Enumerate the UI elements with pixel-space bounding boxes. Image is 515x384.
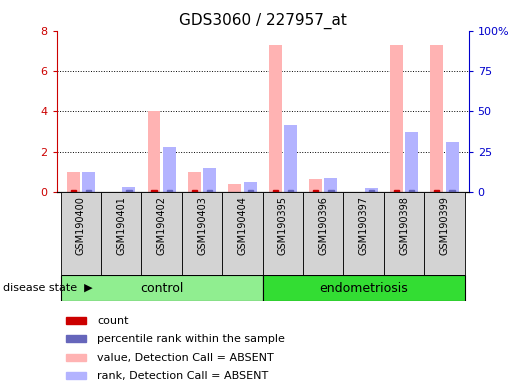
- Bar: [313, 190, 318, 192]
- Bar: [147, 111, 161, 192]
- Bar: [248, 190, 253, 192]
- Bar: [82, 172, 95, 192]
- Bar: [142, 192, 182, 275]
- Bar: [66, 335, 86, 342]
- Text: count: count: [97, 316, 129, 326]
- Bar: [101, 192, 142, 275]
- Text: disease state  ▶: disease state ▶: [3, 283, 92, 293]
- Bar: [222, 192, 263, 275]
- Text: GSM190402: GSM190402: [157, 196, 167, 255]
- Bar: [430, 45, 443, 192]
- Bar: [126, 190, 131, 192]
- Bar: [207, 190, 212, 192]
- Bar: [66, 317, 86, 324]
- Text: control: control: [140, 281, 183, 295]
- Text: GSM190404: GSM190404: [237, 196, 247, 255]
- Bar: [272, 190, 278, 192]
- Bar: [324, 178, 337, 192]
- Text: rank, Detection Call = ABSENT: rank, Detection Call = ABSENT: [97, 371, 269, 381]
- Bar: [228, 184, 241, 192]
- Bar: [394, 190, 399, 192]
- Bar: [263, 275, 465, 301]
- Bar: [445, 142, 458, 192]
- Bar: [384, 192, 424, 275]
- Bar: [369, 190, 374, 192]
- Bar: [61, 192, 101, 275]
- Bar: [61, 275, 263, 301]
- Text: GSM190400: GSM190400: [76, 196, 86, 255]
- Bar: [309, 179, 322, 192]
- Text: value, Detection Call = ABSENT: value, Detection Call = ABSENT: [97, 353, 274, 363]
- Bar: [269, 45, 282, 192]
- Bar: [203, 168, 216, 192]
- Bar: [151, 190, 157, 192]
- Bar: [434, 190, 439, 192]
- Bar: [123, 187, 135, 192]
- Bar: [86, 190, 91, 192]
- Bar: [263, 192, 303, 275]
- Text: GSM190399: GSM190399: [439, 196, 450, 255]
- Bar: [66, 372, 86, 379]
- Bar: [344, 192, 384, 275]
- Bar: [409, 190, 415, 192]
- Bar: [288, 190, 293, 192]
- Text: GSM190398: GSM190398: [399, 196, 409, 255]
- Text: GSM190403: GSM190403: [197, 196, 207, 255]
- Bar: [390, 45, 403, 192]
- Bar: [167, 190, 172, 192]
- Bar: [328, 190, 334, 192]
- Text: endometriosis: endometriosis: [319, 281, 408, 295]
- Bar: [405, 131, 418, 192]
- Bar: [66, 354, 86, 361]
- Bar: [303, 192, 344, 275]
- Bar: [450, 190, 455, 192]
- Text: GSM190395: GSM190395: [278, 196, 288, 255]
- Text: GSM190397: GSM190397: [358, 196, 369, 255]
- Title: GDS3060 / 227957_at: GDS3060 / 227957_at: [179, 13, 347, 29]
- Bar: [192, 190, 197, 192]
- Bar: [244, 182, 256, 192]
- Text: GSM190396: GSM190396: [318, 196, 328, 255]
- Text: GSM190401: GSM190401: [116, 196, 126, 255]
- Bar: [67, 172, 80, 192]
- Bar: [71, 190, 76, 192]
- Bar: [365, 187, 378, 192]
- Bar: [188, 172, 201, 192]
- Bar: [284, 126, 297, 192]
- Bar: [163, 147, 176, 192]
- Bar: [182, 192, 222, 275]
- Bar: [424, 192, 465, 275]
- Text: percentile rank within the sample: percentile rank within the sample: [97, 334, 285, 344]
